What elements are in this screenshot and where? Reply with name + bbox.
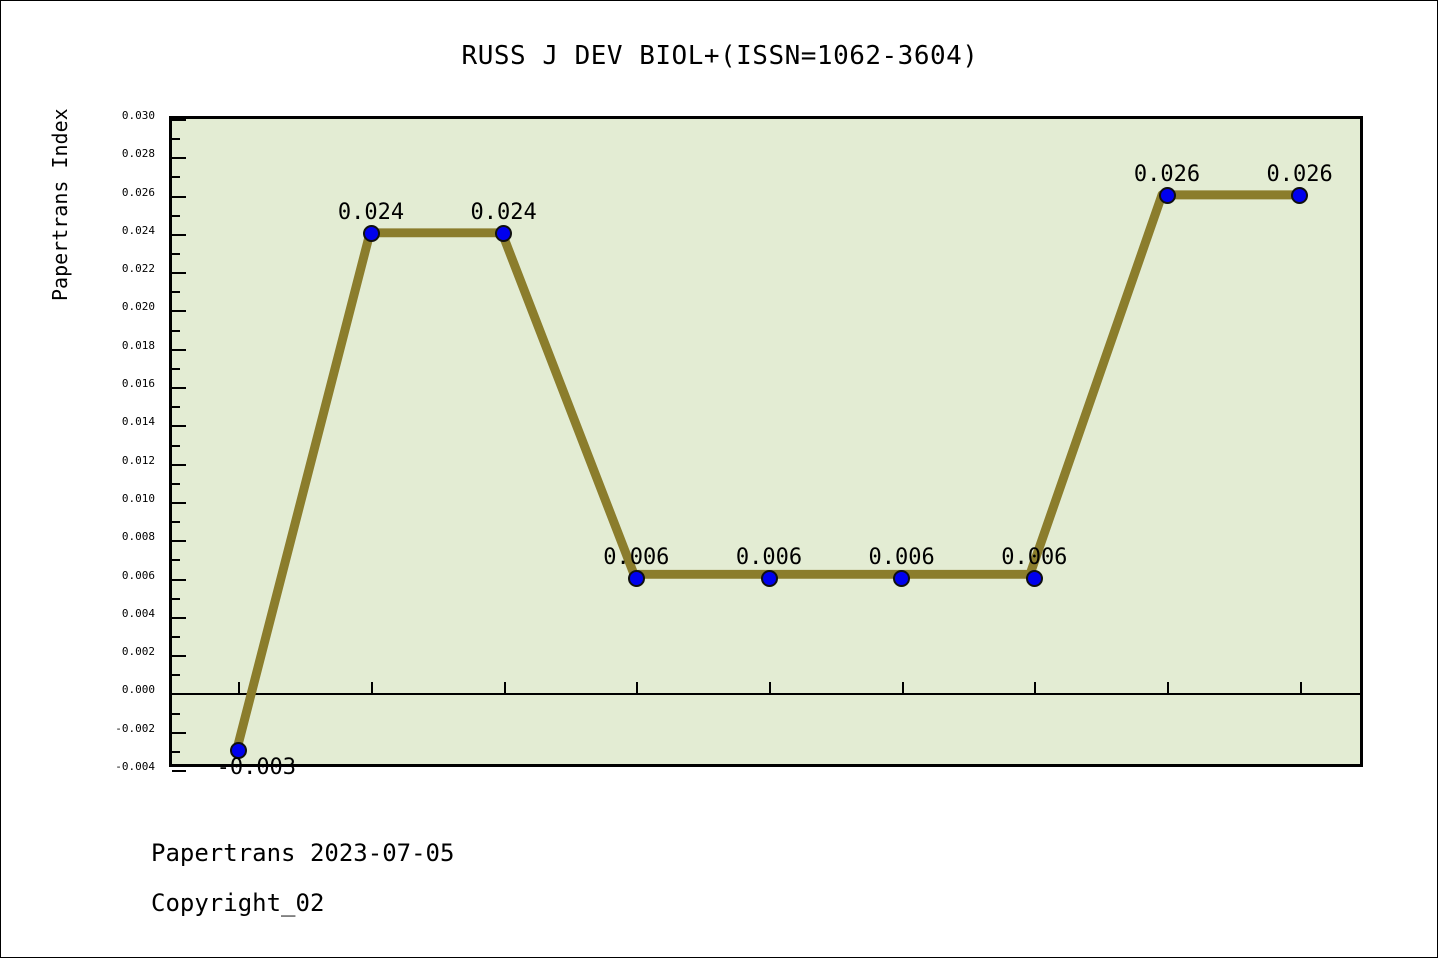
y-tick-label: 0.004 <box>121 606 155 620</box>
chart-title: RUSS J DEV BIOL+(ISSN=1062-3604) <box>461 41 979 71</box>
y-tick-label: 0.014 <box>121 415 155 429</box>
data-point-label: 0.026 <box>1133 161 1201 187</box>
data-point-label: 0.026 <box>1266 161 1333 187</box>
y-tick-major <box>172 540 186 543</box>
y-tick-major <box>172 387 186 390</box>
y-tick-major <box>172 425 186 428</box>
data-point-label: -0.003 <box>216 754 297 780</box>
y-tick-label: 0.030 <box>121 109 155 122</box>
y-tick-minor <box>172 329 180 332</box>
y-tick-minor <box>172 138 180 141</box>
data-point-marker[interactable] <box>229 742 247 760</box>
y-tick-label: 0.020 <box>121 300 155 314</box>
y-tick-major <box>172 463 186 466</box>
y-tick-major <box>172 578 186 581</box>
y-tick-minor <box>172 712 180 715</box>
y-tick-label: -0.002 <box>115 721 155 735</box>
y-tick-major <box>172 233 186 236</box>
y-tick-minor <box>172 559 180 562</box>
y-tick-minor <box>172 674 180 677</box>
y-tick-label: 0.006 <box>121 568 155 582</box>
y-axis-label: Papertrans Index <box>48 108 72 301</box>
y-tick-label: 0.010 <box>121 491 155 505</box>
data-point-marker[interactable] <box>893 570 911 588</box>
y-tick-major <box>172 272 186 275</box>
y-tick-major <box>172 770 186 772</box>
x-tick <box>238 682 241 694</box>
x-tick <box>901 682 904 694</box>
y-tick-minor <box>172 406 180 409</box>
y-tick-major <box>172 348 186 351</box>
data-point-marker[interactable] <box>1158 187 1176 205</box>
x-tick <box>1034 682 1037 694</box>
y-tick-minor <box>172 597 180 600</box>
zero-baseline <box>172 693 1360 696</box>
y-tick-major <box>172 310 186 313</box>
data-point-label: 0.006 <box>1001 544 1068 570</box>
x-tick <box>371 682 373 694</box>
y-tick-label: 0.002 <box>121 645 155 659</box>
data-point-marker[interactable] <box>1025 570 1043 588</box>
y-tick-label: 0.024 <box>121 223 155 237</box>
y-tick-minor <box>172 291 180 294</box>
data-point-label: 0.024 <box>337 199 405 225</box>
footer-source-line: Papertrans 2023-07-05 <box>151 839 455 867</box>
y-tick-major <box>172 501 186 504</box>
y-tick-minor <box>172 176 180 179</box>
x-tick <box>636 682 639 694</box>
y-tick-minor <box>172 367 180 370</box>
y-tick-label: -0.004 <box>115 760 155 773</box>
x-tick <box>769 682 771 694</box>
data-point-label: 0.006 <box>868 544 935 570</box>
x-tick <box>1167 682 1169 694</box>
series-polyline <box>233 190 1294 747</box>
y-tick-label: 0.016 <box>121 377 155 391</box>
data-point-label: 0.006 <box>603 544 670 570</box>
y-tick-label: 0.000 <box>121 683 155 697</box>
y-tick-label: 0.008 <box>121 530 155 544</box>
data-point-label: 0.024 <box>470 199 537 225</box>
data-point-label: 0.006 <box>735 544 803 570</box>
y-tick-minor <box>172 521 180 524</box>
plot-area: -0.003 0.024 0.024 0.006 0.006 0.006 0.006 0.02… <box>169 116 1363 780</box>
plot-inner: -0.003 0.024 0.024 0.006 0.006 0.006 0.006 0.02… <box>172 119 1360 780</box>
y-tick-minor <box>172 482 180 485</box>
y-tick-major <box>172 195 186 198</box>
y-tick-label: 0.026 <box>121 185 155 199</box>
data-point-marker[interactable] <box>495 225 513 243</box>
data-point-marker[interactable] <box>760 570 778 588</box>
y-tick-minor <box>172 635 180 638</box>
data-point-marker[interactable] <box>627 570 645 588</box>
y-tick-label: 0.018 <box>121 338 155 352</box>
data-point-marker[interactable] <box>1291 187 1309 205</box>
y-tick-minor <box>172 750 180 753</box>
y-tick-major <box>172 157 186 160</box>
y-tick-major <box>172 655 186 658</box>
x-tick <box>503 682 506 694</box>
y-tick-label: 0.028 <box>121 147 155 161</box>
y-tick-major <box>172 731 186 734</box>
y-tick-label: 0.012 <box>121 453 155 467</box>
y-tick-minor <box>172 444 180 447</box>
y-tick-label: 0.022 <box>121 262 155 276</box>
x-tick <box>1299 682 1302 694</box>
data-point-marker[interactable] <box>362 225 380 243</box>
footer-copyright-line: Copyright_02 <box>151 889 325 917</box>
y-tick-minor <box>172 214 180 217</box>
y-tick-minor <box>172 253 180 256</box>
y-tick-major <box>172 119 186 121</box>
y-tick-major <box>172 616 186 619</box>
